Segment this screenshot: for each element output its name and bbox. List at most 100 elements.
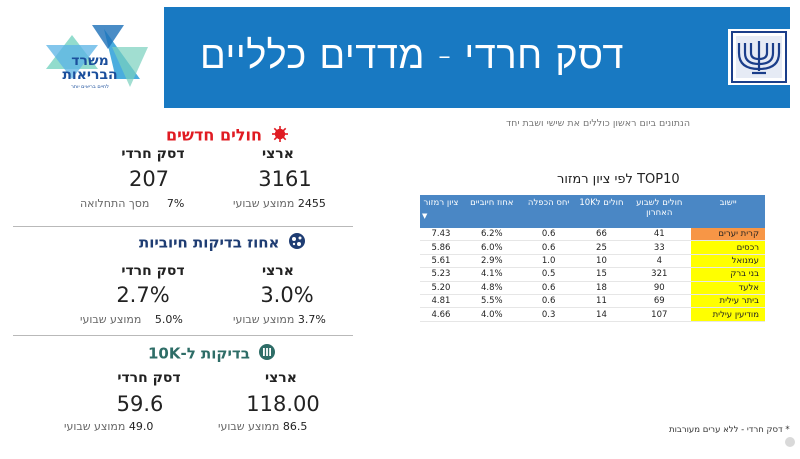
cell-doubling: 1.0 (521, 254, 576, 269)
state-emblem (728, 29, 790, 85)
tests-10k-haredi-weekly-label: ממוצע שבועי (64, 420, 126, 433)
cell-per10k: 14 (575, 307, 628, 322)
cell-weekly: 321 (627, 267, 692, 282)
cell-town: בני ברק (691, 267, 765, 282)
tests-10k-haredi-label: דסק חרדי (117, 370, 181, 386)
positive-rate-haredi-weekly-value: 5.0% (154, 313, 183, 326)
cell-positive: 6.0% (461, 240, 522, 255)
col-header-score[interactable]: ציון רמזור ▼ (420, 195, 462, 228)
cell-town: אלעד (691, 281, 765, 295)
moh-logo-line2: הבריאות (62, 67, 118, 83)
new-patients-national-label: ארצי (262, 146, 294, 162)
table-row[interactable]: 5.23 4.1% 0.5 15 321 בני ברק (420, 267, 765, 282)
positive-rate-national-weekly-label: ממוצע שבועי (233, 313, 295, 326)
cell-town: ביתר עילית (691, 294, 765, 309)
tests-10k-national-sub: 86.5 ממוצע שבועי (218, 420, 307, 433)
cell-weekly: 33 (627, 240, 692, 255)
cell-score: 5.23 (420, 267, 462, 282)
tests-counter-icon (258, 343, 276, 365)
tests-10k-haredi-sub: 49.0 ממוצע שבועי (64, 420, 153, 433)
cell-positive: 4.1% (461, 267, 522, 282)
cell-doubling: 0.6 (521, 294, 576, 309)
star-of-david-logo-icon (46, 25, 148, 87)
cell-per10k: 18 (575, 281, 628, 295)
new-patients-national-weekly-label: ממוצע שבועי (233, 197, 295, 210)
cell-positive: 5.5% (461, 294, 522, 309)
cell-doubling: 0.3 (521, 307, 576, 322)
table-row[interactable]: 5.86 6.0% 0.6 25 33 רכסים (420, 240, 765, 255)
footnote: * דסק חרדי - ללא ערים מעורבות (669, 425, 790, 435)
positive-rate-national-sub: 3.7% ממוצע שבועי (233, 313, 326, 326)
tests-10k-national-weekly-label: ממוצע שבועי (218, 420, 280, 433)
table-row[interactable]: 7.43 6.2% 0.6 66 41 קרית יערים (420, 228, 765, 242)
cell-score: 5.20 (420, 281, 462, 295)
cell-doubling: 0.6 (521, 281, 576, 295)
cell-per10k: 66 (575, 228, 628, 242)
positive-rate-haredi-label: דסק חרדי (121, 263, 185, 279)
cell-positive: 4.0% (461, 307, 522, 322)
moh-logo-tagline: לחיים בריאים יותר (70, 84, 110, 90)
menorah-emblem-icon (731, 31, 787, 83)
cell-per10k: 25 (575, 240, 628, 255)
cell-score: 5.61 (420, 254, 462, 269)
cell-weekly: 90 (627, 281, 692, 295)
cell-positive: 4.8% (461, 281, 522, 295)
new-patients-national-weekly-value: 2455 (297, 197, 326, 210)
table-row[interactable]: 4.66 4.0% 0.3 14 107 מודיעין עילית (420, 307, 765, 322)
table-row[interactable]: 5.20 4.8% 0.6 18 90 אלעד (420, 281, 765, 295)
tests-10k-haredi-weekly-value: 49.0 (128, 420, 154, 433)
tests-10k-national-label: ארצי (265, 370, 297, 386)
tests-10k-title: בדיקות ל-10K (148, 343, 276, 365)
new-patients-haredi-share-value: 7% (166, 197, 185, 210)
positive-rate-national-value: 3.0% (260, 283, 314, 307)
ministry-of-health-logo: משרד הבריאות לחיים בריאים יותר (12, 7, 164, 108)
page-title: דסק חרדי - מדדים כלליים (200, 33, 624, 77)
top10-table: ציון רמזור ▼ אחוז חיוביים יחס הכפלה חולי… (420, 195, 765, 322)
positive-rate-haredi-weekly-label: ממוצע שבועי (80, 313, 142, 326)
cell-per10k: 15 (575, 267, 628, 282)
cell-positive: 6.2% (461, 228, 522, 242)
col-header-town[interactable]: יישוב (691, 195, 765, 228)
card-divider (13, 226, 353, 227)
col-header-per10k[interactable]: חולים ל10K (575, 195, 628, 228)
cell-per10k: 11 (575, 294, 628, 309)
top10-body: 7.43 6.2% 0.6 66 41 קרית יערים 5.86 6.0% 0.6 25 33… (420, 228, 765, 322)
cell-doubling: 0.6 (521, 240, 576, 255)
new-patients-haredi-share-label: מסך התחלואה (80, 197, 150, 210)
tests-10k-haredi-value: 59.6 (116, 392, 164, 416)
top10-title: TOP10 לפי ציון רמזור (557, 172, 680, 187)
positive-rate-title: אחוז בדיקות חיוביות (139, 232, 306, 254)
positive-rate-national-weekly-value: 3.7% (297, 313, 326, 326)
col-header-positive[interactable]: אחוז חיוביים (461, 195, 522, 228)
table-row[interactable]: 5.61 2.9% 1.0 10 4 עמנואל (420, 254, 765, 269)
cell-doubling: 0.5 (521, 267, 576, 282)
cell-town: קרית יערים (691, 228, 765, 242)
moh-logo-line1: משרד (71, 53, 109, 69)
cell-score: 4.81 (420, 294, 462, 309)
col-header-weekly[interactable]: חולים לשבוע האחרון (627, 195, 692, 228)
positive-rate-national-label: ארצי (262, 263, 294, 279)
sort-desc-icon[interactable]: ▼ (422, 212, 428, 220)
tests-10k-national-weekly-value: 86.5 (282, 420, 308, 433)
tests-10k-national-value: 118.00 (246, 392, 320, 416)
cell-town: עמנואל (691, 254, 765, 269)
cell-score: 7.43 (420, 228, 462, 242)
cell-score: 5.86 (420, 240, 462, 255)
lab-test-icon (288, 232, 306, 254)
cell-per10k: 10 (575, 254, 628, 269)
header-banner: משרד הבריאות לחיים בריאים יותר דסק חרדי … (12, 7, 790, 108)
cell-score: 4.66 (420, 307, 462, 322)
virus-icon (271, 125, 289, 147)
table-row[interactable]: 4.81 5.5% 0.6 11 69 ביתר עילית (420, 294, 765, 309)
positive-rate-haredi-value: 2.7% (116, 283, 170, 307)
data-note: הנתונים ביום ראשון כוללים את שישי ושבת י… (506, 118, 691, 129)
cell-weekly: 4 (627, 254, 692, 269)
cell-weekly: 107 (627, 307, 692, 322)
new-patients-haredi-label: דסק חרדי (121, 146, 185, 162)
card-divider (13, 335, 353, 336)
col-header-doubling[interactable]: יחס הכפלה (521, 195, 576, 228)
new-patients-national-value: 3161 (258, 167, 312, 191)
cell-positive: 2.9% (461, 254, 522, 269)
cell-town: מודיעין עילית (691, 307, 765, 322)
positive-rate-haredi-sub: 5.0% ממוצע שבועי (80, 313, 183, 326)
